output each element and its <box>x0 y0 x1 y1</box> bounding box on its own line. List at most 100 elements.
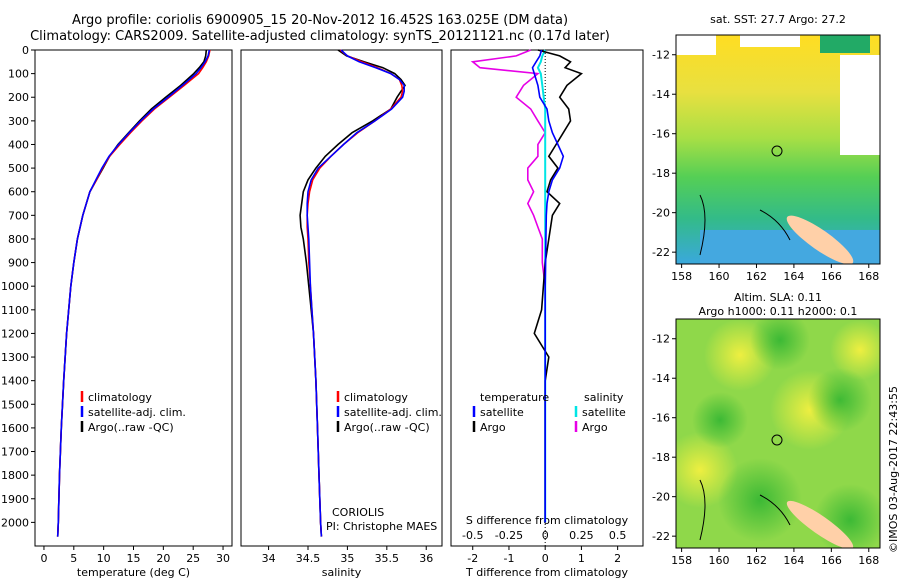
depth-axis-label: 1800 <box>1 469 29 482</box>
sla-map-lon-label: 162 <box>746 554 767 567</box>
salinity-difference-axis-label: -0.25 <box>495 529 523 542</box>
sla-map-lon-label: 160 <box>709 554 730 567</box>
sla-map-lon-label: 168 <box>858 554 879 567</box>
depth-axis-label: 700 <box>8 209 29 222</box>
temperature-axis-label: 20 <box>156 552 170 565</box>
depth-axis-label: 400 <box>8 138 29 151</box>
depth-axis-label: 500 <box>8 162 29 175</box>
pi-label: PI: Christophe MAES <box>326 520 437 533</box>
sst-map-frame <box>675 34 881 265</box>
temperature-axis-label: 5 <box>70 552 77 565</box>
depth-axis-label: 100 <box>8 68 29 81</box>
difference-panel-frame <box>450 49 644 547</box>
temperature-difference-axis-label: 2 <box>614 552 621 565</box>
sla-map-title-line-1: Altim. SLA: 0.11 <box>733 291 823 304</box>
salinity-climatology-line <box>306 49 404 537</box>
temperature-difference-axis-label: -1 <box>503 552 514 565</box>
depth-axis-label: 1500 <box>1 398 29 411</box>
salinity-difference-axis-title: S difference from climatology <box>466 514 629 527</box>
temperature-axis-label: 10 <box>97 552 111 565</box>
temperature-axis-label: 15 <box>127 552 141 565</box>
sst-map-lat-label: -16 <box>652 128 670 141</box>
salinity-satellite-line <box>306 49 406 537</box>
depth-axis-label: 1600 <box>1 422 29 435</box>
depth-axis-label: 2000 <box>1 516 29 529</box>
salinity-difference-axis-label: 0 <box>542 529 549 542</box>
depth-axis-label: 300 <box>8 115 29 128</box>
sst-map-lat-label: -22 <box>652 246 670 259</box>
sst-map-lon-label: 158 <box>671 270 692 283</box>
sla-map-lat-label: -22 <box>652 530 670 543</box>
difference-legend-temperature-header: temperature <box>480 391 549 404</box>
salinity-legend-climatology-label: climatology <box>344 391 408 404</box>
depth-axis-label: 0 <box>22 44 29 57</box>
depth-axis-label: 1900 <box>1 493 29 506</box>
sst-map-lon-label: 168 <box>858 270 879 283</box>
difference-legend-salinity-satellite-label: satellite <box>582 406 626 419</box>
difference-legend-temperature-argo-label: Argo <box>480 421 506 434</box>
sla-map-lat-label: -12 <box>652 333 670 346</box>
sst-map-lat-label: -14 <box>652 88 670 101</box>
figure-title-line-1: Argo profile: coriolis 6900905_15 20-Nov… <box>71 13 569 28</box>
temperature-argo-line <box>56 49 208 537</box>
sla-map-lon-label: 164 <box>783 554 804 567</box>
sla-map-lon-label: 158 <box>671 554 692 567</box>
salinity-axis-label: 35 <box>340 552 354 565</box>
salinity-axis-label: 34 <box>262 552 276 565</box>
sla-map <box>676 319 880 548</box>
salinity-axis-label: 34.5 <box>296 552 321 565</box>
sst-map-lon-label: 162 <box>746 270 767 283</box>
depth-axis-label: 1400 <box>1 375 29 388</box>
depth-axis-label: 200 <box>8 91 29 104</box>
temperature-climatology-line <box>56 49 211 537</box>
temperature-axis-label: 0 <box>40 552 47 565</box>
temperature-legend-climatology-label: climatology <box>88 391 152 404</box>
depth-axis-label: 900 <box>8 257 29 270</box>
sla-map-frame <box>675 318 881 549</box>
temperature-difference-axis-title: T difference from climatology <box>465 566 628 579</box>
salinity-difference-axis-label: 0.25 <box>569 529 594 542</box>
temperature-difference-axis-label: -2 <box>467 552 478 565</box>
temperature-axis-title: temperature (deg C) <box>77 566 190 579</box>
temperature-panel-frame <box>34 49 233 547</box>
salinity-legend-argo-label: Argo(..raw -QC) <box>344 421 430 434</box>
temperature-difference-axis-label: 1 <box>578 552 585 565</box>
salinity-legend-satellite-label: satellite-adj. clim. <box>344 406 442 419</box>
figure-title-line-2: Climatology: CARS2009. Satellite-adjuste… <box>30 29 610 44</box>
depth-axis-label: 1000 <box>1 280 29 293</box>
sst-map-title: sat. SST: 27.7 Argo: 27.2 <box>710 13 846 26</box>
sst-map <box>676 35 880 264</box>
temperature-axis-label: 25 <box>186 552 200 565</box>
temperature-satellite-line <box>56 49 211 537</box>
temperature-legend-satellite-label: satellite-adj. clim. <box>88 406 186 419</box>
institution-label: CORIOLIS <box>332 506 384 519</box>
depth-axis-label: 800 <box>8 233 29 246</box>
depth-axis-label: 1200 <box>1 327 29 340</box>
sst-map-lat-label: -18 <box>652 167 670 180</box>
depth-axis-label: 1300 <box>1 351 29 364</box>
sla-map-lat-label: -14 <box>652 372 670 385</box>
sst-map-lat-label: -12 <box>652 49 670 62</box>
salinity-difference-axis-label: -0.5 <box>462 529 483 542</box>
sla-map-lon-label: 166 <box>821 554 842 567</box>
salinity-difference-argo-line <box>470 49 547 523</box>
depth-axis-label: 600 <box>8 186 29 199</box>
difference-legend-salinity-header: salinity <box>584 391 624 404</box>
salinity-axis-label: 36 <box>419 552 433 565</box>
salinity-panel-frame <box>240 49 443 547</box>
salinity-axis-label: 35.5 <box>375 552 400 565</box>
temperature-difference-axis-label: 0 <box>542 552 549 565</box>
sst-map-lon-label: 164 <box>783 270 804 283</box>
difference-legend-salinity-argo-label: Argo <box>582 421 608 434</box>
temperature-legend-argo-label: Argo(..raw -QC) <box>88 421 174 434</box>
temperature-difference-satellite-line <box>531 49 565 523</box>
imos-stamp: ©IMOS 03-Aug-2017 22:43:55 <box>887 386 900 553</box>
sla-map-lat-label: -18 <box>652 451 670 464</box>
sst-map-lon-label: 166 <box>821 270 842 283</box>
sla-map-lat-label: -20 <box>652 491 670 504</box>
salinity-axis-title: salinity <box>322 566 362 579</box>
sla-map-lat-label: -16 <box>652 412 670 425</box>
sla-map-title-line-2: Argo h1000: 0.11 h2000: 0.1 <box>698 305 858 318</box>
salinity-difference-axis-label: 0.5 <box>609 529 627 542</box>
